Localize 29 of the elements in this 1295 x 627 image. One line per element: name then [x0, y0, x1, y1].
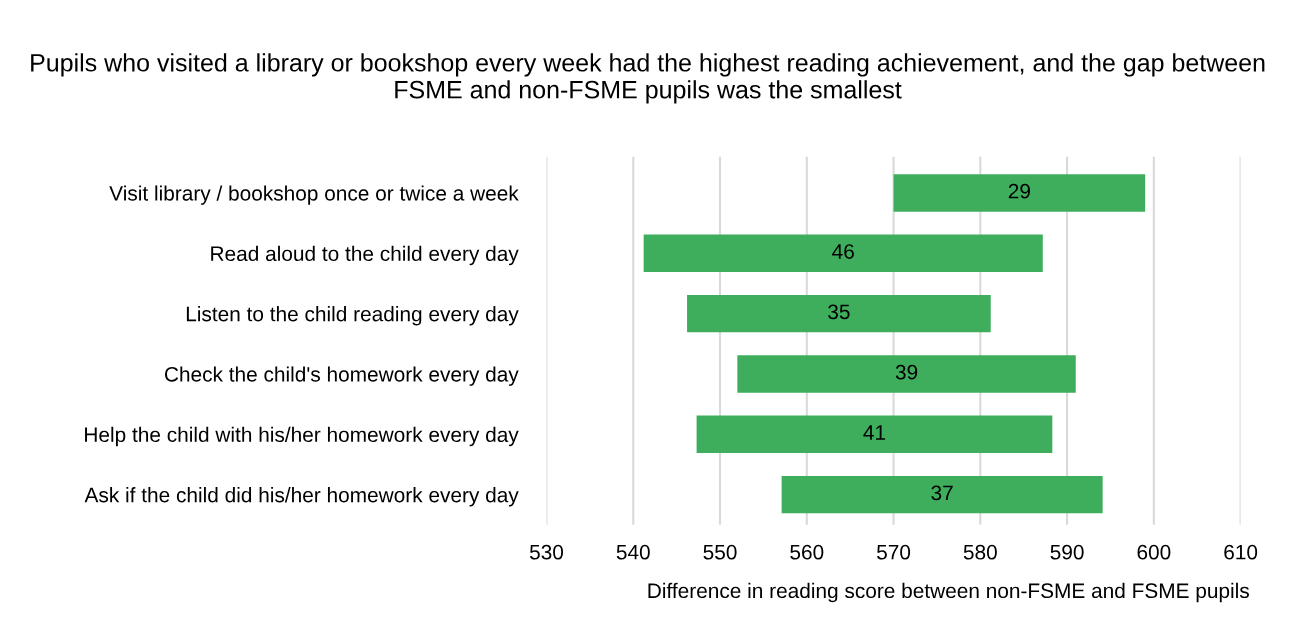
y-tick-label: Read aloud to the child every day — [211, 245, 519, 266]
x-tick-label: 590 — [1050, 544, 1084, 560]
x-axis-title: Difference in reading score between non-FSME and FSME pupils — [648, 582, 1249, 603]
bar — [643, 234, 1043, 272]
y-tick-label: Ask if the child did his/her homework every day — [84, 487, 519, 507]
data-label: 37 — [931, 485, 953, 501]
data-label: 35 — [828, 304, 850, 320]
data-label: 41 — [863, 425, 886, 440]
bar — [696, 415, 1053, 453]
x-tick-label: 560 — [790, 544, 824, 560]
chart-title: Pupils who visited a library or bookshop every week had the highest reading achievement, and the gap between FSME and non-FSME pupils was the smallest — [31, 53, 1265, 104]
data-label: 29 — [1008, 183, 1030, 199]
bar — [893, 174, 1146, 212]
x-tick-label: 610 — [1224, 544, 1258, 560]
x-tick-label: 600 — [1137, 544, 1171, 560]
y-tick-label: Listen to the child reading every day — [186, 306, 519, 326]
data-label: 39 — [895, 364, 918, 380]
bar — [687, 294, 991, 333]
x-tick-label: 570 — [877, 544, 911, 560]
y-tick-label: Check the child's homework every day — [164, 366, 519, 386]
x-tick-label: 540 — [616, 544, 650, 560]
bar — [781, 475, 1103, 514]
x-tick-label: 580 — [963, 544, 997, 560]
y-tick-label: Visit library / bookshop once or twice a week — [109, 185, 519, 205]
data-label: 46 — [832, 244, 854, 259]
bar — [737, 355, 1076, 393]
x-tick-label: 550 — [703, 544, 737, 560]
x-tick-label: 530 — [529, 544, 564, 560]
y-tick-label: Help the child with his/her homework every day — [85, 426, 519, 447]
